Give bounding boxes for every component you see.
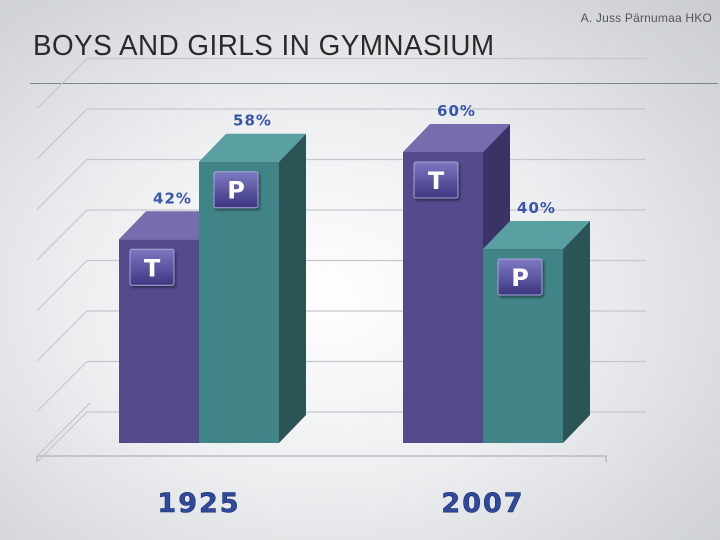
badge-box xyxy=(497,258,543,296)
series-name-label: T xyxy=(428,167,445,195)
category-label: 2007 xyxy=(441,488,524,519)
bar-2007-P xyxy=(483,221,590,443)
bar-value-label: 40% xyxy=(517,199,556,217)
bar-top-face xyxy=(403,124,510,152)
bar-side-face xyxy=(563,221,590,443)
bar-side-face xyxy=(279,133,306,443)
bar-front-face xyxy=(403,152,483,443)
series-badge-P: P xyxy=(497,258,543,296)
series-badge-T: T xyxy=(129,248,175,286)
badge-box xyxy=(413,161,459,199)
floor-depth-line xyxy=(36,402,91,457)
title-divider xyxy=(30,83,718,84)
series-name-label: P xyxy=(227,177,245,205)
grid-line xyxy=(36,108,646,160)
bar-value-label: 58% xyxy=(233,112,272,130)
page-title: BOYS AND GIRLS IN GYMNASIUM xyxy=(33,30,495,62)
bar-front-face xyxy=(199,161,279,443)
chart-labels: 42% T 58% P 1925 60% T 40% P 2007 xyxy=(129,102,556,519)
bar-top-face xyxy=(483,221,590,249)
credit-text: A. Juss Pärnumaa HKO xyxy=(580,11,712,25)
chart-floor xyxy=(36,455,607,462)
badge-box xyxy=(129,248,175,286)
bar-value-label: 42% xyxy=(153,189,192,207)
series-name-label: P xyxy=(511,264,529,292)
grid-line xyxy=(36,57,646,109)
series-badge-P: P xyxy=(213,171,259,209)
series-name-label: T xyxy=(144,254,161,282)
chart-bars xyxy=(119,124,590,443)
bar-1925-P xyxy=(199,133,306,443)
bar-top-face xyxy=(199,133,306,162)
category-label: 1925 xyxy=(157,488,240,519)
bar-value-label: 60% xyxy=(437,102,476,120)
badge-box xyxy=(213,171,259,209)
series-badge-T: T xyxy=(413,161,459,199)
